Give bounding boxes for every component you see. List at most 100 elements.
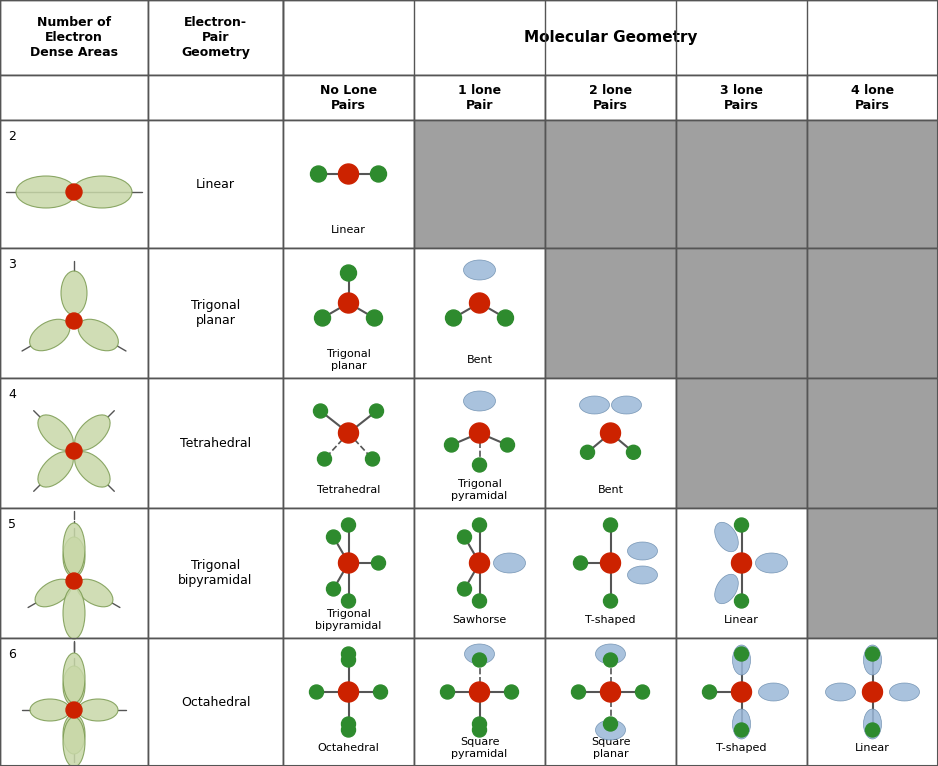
Text: Trigonal
pyramidal: Trigonal pyramidal [451, 480, 507, 501]
Circle shape [326, 582, 340, 596]
Ellipse shape [78, 319, 118, 351]
Ellipse shape [628, 542, 658, 560]
Circle shape [603, 653, 617, 667]
Circle shape [627, 445, 641, 460]
Circle shape [473, 518, 487, 532]
Bar [148, 120, 283, 248]
Ellipse shape [63, 587, 85, 639]
Circle shape [317, 452, 331, 466]
Text: Square
pyramidal: Square pyramidal [451, 737, 507, 759]
Text: 3 lone
Pairs: 3 lone Pairs [720, 83, 763, 112]
Ellipse shape [35, 579, 71, 607]
Circle shape [341, 723, 356, 737]
Text: Linear: Linear [331, 225, 366, 235]
Ellipse shape [30, 699, 70, 721]
Text: Square
planar: Square planar [591, 737, 630, 759]
Ellipse shape [715, 574, 738, 604]
Ellipse shape [463, 260, 495, 280]
Bar [0, 0, 148, 75]
Bar [283, 75, 414, 120]
Text: Bent: Bent [598, 485, 624, 495]
Circle shape [734, 723, 749, 737]
Circle shape [370, 404, 384, 418]
Ellipse shape [464, 644, 494, 664]
Text: 5: 5 [8, 518, 16, 531]
Text: Linear: Linear [724, 615, 759, 625]
Bar [148, 378, 283, 508]
Ellipse shape [755, 553, 788, 573]
Circle shape [373, 685, 387, 699]
Text: T-shaped: T-shaped [717, 743, 766, 753]
Circle shape [341, 717, 356, 731]
Circle shape [445, 438, 459, 452]
Bar [676, 120, 807, 248]
Bar [676, 638, 807, 766]
Bar [0, 508, 148, 638]
Circle shape [310, 685, 324, 699]
Ellipse shape [733, 709, 750, 739]
Bar [545, 508, 676, 638]
Circle shape [313, 404, 327, 418]
Circle shape [339, 423, 358, 443]
Circle shape [341, 518, 356, 532]
Circle shape [366, 452, 380, 466]
Circle shape [732, 553, 751, 573]
Bar [807, 75, 938, 120]
Circle shape [600, 553, 621, 573]
Circle shape [497, 310, 513, 326]
Text: Trigonal
planar: Trigonal planar [326, 349, 371, 371]
Circle shape [866, 723, 880, 737]
Bar [414, 508, 545, 638]
Ellipse shape [61, 271, 87, 315]
Text: Linear: Linear [855, 743, 890, 753]
Circle shape [734, 594, 749, 608]
Circle shape [339, 553, 358, 573]
Circle shape [339, 293, 358, 313]
Circle shape [458, 530, 472, 544]
Circle shape [603, 594, 617, 608]
Ellipse shape [825, 683, 855, 701]
Circle shape [441, 685, 455, 699]
Circle shape [341, 647, 356, 661]
Circle shape [505, 685, 519, 699]
Circle shape [367, 310, 383, 326]
Circle shape [501, 438, 515, 452]
Bar [148, 638, 283, 766]
Circle shape [603, 717, 617, 731]
Circle shape [66, 184, 82, 200]
Circle shape [339, 164, 358, 184]
Ellipse shape [715, 522, 738, 552]
Bar [0, 378, 148, 508]
Circle shape [470, 682, 490, 702]
Text: No Lone
Pairs: No Lone Pairs [320, 83, 377, 112]
Text: Trigonal
bipyramidal: Trigonal bipyramidal [178, 559, 252, 587]
Bar [807, 378, 938, 508]
Text: Bent: Bent [466, 355, 492, 365]
Circle shape [341, 594, 356, 608]
Bar [283, 378, 414, 508]
Text: Trigonal
planar: Trigonal planar [190, 299, 240, 327]
Circle shape [66, 573, 82, 589]
Ellipse shape [63, 717, 85, 766]
Circle shape [341, 653, 356, 667]
Text: Molecular Geometry: Molecular Geometry [523, 30, 697, 45]
Circle shape [371, 556, 386, 570]
Bar [283, 0, 938, 75]
Text: 2 lone
Pairs: 2 lone Pairs [589, 83, 632, 112]
Ellipse shape [63, 537, 85, 577]
Ellipse shape [63, 666, 85, 706]
Bar [676, 248, 807, 378]
Bar [807, 508, 938, 638]
Bar [414, 638, 545, 766]
Circle shape [314, 310, 330, 326]
Circle shape [470, 553, 490, 573]
Circle shape [473, 594, 487, 608]
Ellipse shape [493, 553, 525, 573]
Circle shape [470, 423, 490, 443]
Ellipse shape [463, 391, 495, 411]
Ellipse shape [78, 699, 118, 721]
Text: 4: 4 [8, 388, 16, 401]
Circle shape [66, 702, 82, 718]
Circle shape [600, 423, 621, 443]
Circle shape [371, 166, 386, 182]
